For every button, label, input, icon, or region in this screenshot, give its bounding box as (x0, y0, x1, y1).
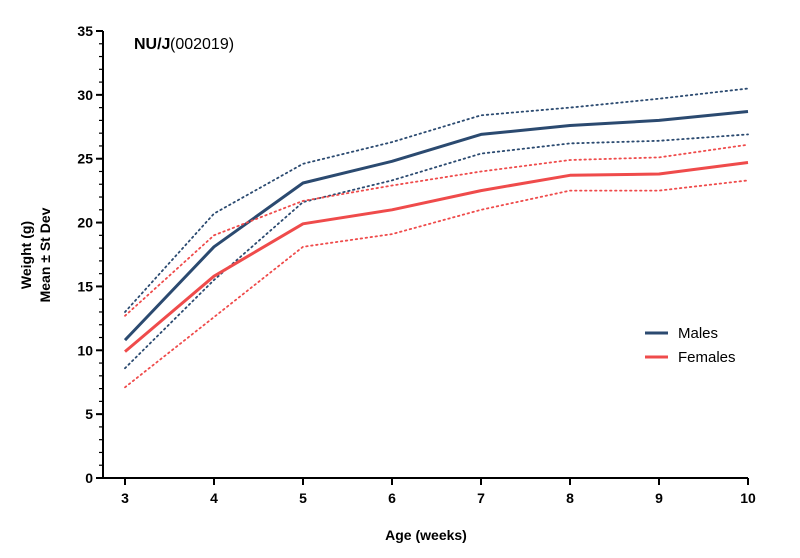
y-axis: 0 5 10 15 20 25 30 35 (77, 23, 104, 486)
legend-label-females: Females (678, 349, 736, 366)
y-tick-label: 35 (77, 23, 93, 39)
y-tick-label: 20 (77, 215, 93, 231)
series-females-lower-sd-line (124, 179, 749, 389)
x-tick-label: 3 (121, 490, 129, 506)
series-females-upper-sd-line (124, 143, 749, 317)
x-axis-title: Age (weeks) (385, 527, 467, 543)
x-tick-label: 4 (210, 490, 218, 506)
y-tick-label: 25 (77, 151, 93, 167)
y-tick-label: 15 (77, 278, 93, 294)
x-tick-label: 8 (566, 490, 574, 506)
x-tick-label: 7 (477, 490, 485, 506)
chart-title: NU/J (134, 36, 170, 53)
series-males-mean-line (123, 110, 749, 342)
x-axis: 3 4 5 6 7 8 9 10 (103, 477, 756, 506)
legend-label-males: Males (678, 325, 718, 342)
y-tick-label: 0 (85, 470, 93, 486)
y-tick-label: 30 (77, 87, 93, 103)
x-tick-label: 10 (740, 490, 756, 506)
x-tick-label: 6 (388, 490, 396, 506)
chart-subtitle: (002019) (170, 36, 234, 53)
series-layer (123, 87, 749, 389)
y-axis-title-line1: Weight (g) (18, 221, 34, 289)
x-tick-label: 5 (299, 490, 307, 506)
y-axis-title-line2: Mean ± St Dev (37, 207, 53, 302)
legend: Males Females (645, 325, 736, 366)
y-tick-label: 5 (85, 406, 93, 422)
series-females-mean-line (124, 161, 749, 353)
y-tick-label: 10 (77, 342, 93, 358)
x-tick-label: 9 (655, 490, 663, 506)
series-males-upper-sd-line (124, 87, 749, 313)
